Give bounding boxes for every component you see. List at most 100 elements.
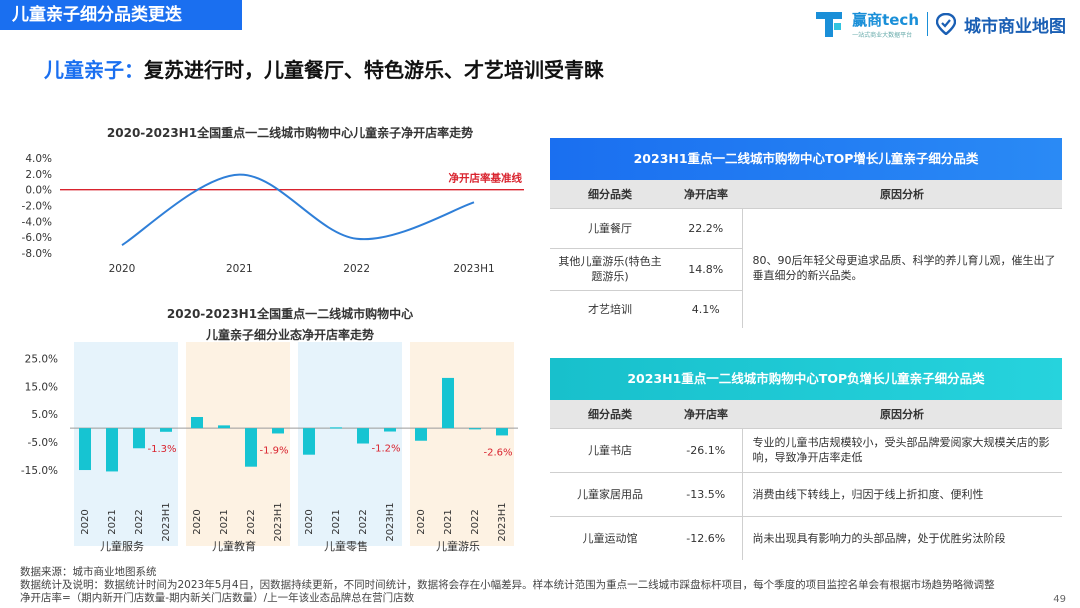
bar xyxy=(79,428,91,471)
growth-table-grid: 细分品类 净开店率 原因分析 儿童餐厅 22.2% 80、90后年轻父母更追求品… xyxy=(550,180,1062,328)
x-tick-label: 2023H1 xyxy=(453,263,494,275)
x-tick-label: 2021 xyxy=(331,509,342,534)
x-tick-label: 2020 xyxy=(80,509,91,534)
reason-cell: 尚未出现具有影响力的头部品牌，处于优胜劣汰阶段 xyxy=(741,515,1062,560)
x-tick-label: 2021 xyxy=(443,509,454,534)
table-row: 才艺培训 4.1% xyxy=(550,289,1062,328)
x-tick-label: 2020 xyxy=(109,263,136,275)
y-tick-label: 4.0% xyxy=(25,153,52,165)
x-tick-label: 2022 xyxy=(470,509,481,534)
x-tick-label: 2023H1 xyxy=(273,502,284,541)
page-number: 49 xyxy=(1053,594,1066,605)
series-line xyxy=(121,173,475,246)
col-header-reason: 原因分析 xyxy=(742,180,1062,208)
rate-cell: 4.1% xyxy=(670,289,742,328)
x-tick-label: 2020 xyxy=(192,509,203,534)
group-band xyxy=(410,342,514,546)
data-label: -2.6% xyxy=(483,447,512,458)
bar xyxy=(245,428,257,467)
category-cell: 儿童运动馆 xyxy=(550,515,670,560)
x-tick-label: 2022 xyxy=(246,509,257,534)
bar xyxy=(191,417,203,429)
reason-cell: 专业的儿童书店规模较小，受头部品牌爱阅家大规模关店的影响，导致净开店率走低 xyxy=(741,427,1062,472)
group-band xyxy=(74,342,178,546)
logo-tech-sub: 一站式商业大数据平台 xyxy=(852,32,913,39)
headline-key: 儿童亲子： xyxy=(44,58,144,82)
y-tick-label: 5.0% xyxy=(31,409,58,421)
x-tick-label: 2022 xyxy=(358,509,369,534)
table-row: 其他儿童游乐(特色主题游乐) 14.8% xyxy=(550,247,1062,290)
group-band xyxy=(186,342,290,546)
footer-notes: 数据来源：城市商业地图系统 数据统计及说明：数据统计时间为2023年5月4日，因… xyxy=(20,566,995,605)
rate-cell: -12.6% xyxy=(670,515,742,560)
tech-logo-icon xyxy=(816,12,843,37)
x-tick-label: 2022 xyxy=(134,509,145,534)
col-header-rate: 净开店率 xyxy=(670,180,742,208)
category-cell: 儿童餐厅 xyxy=(550,207,670,248)
line-chart-title: 2020-2023H1全国重点一二线城市购物中心儿童亲子净开店率走势 xyxy=(106,126,474,140)
rate-cell: -26.1% xyxy=(670,427,742,472)
y-tick-label: 2.0% xyxy=(25,169,52,181)
reason-cell: 80、90后年轻父母更追求品质、科学的养儿育儿观，催生出了垂直细分的新兴品类。 xyxy=(741,207,1062,328)
growth-table: 2023H1重点一二线城市购物中心TOP增长儿童亲子细分品类 细分品类 净开店率… xyxy=(550,138,1062,328)
x-tick-label: 2023H1 xyxy=(497,502,508,541)
col-header-rate: 净开店率 xyxy=(670,400,742,428)
bar xyxy=(160,428,172,432)
x-tick-label: 2023H1 xyxy=(385,502,396,541)
table-row: 儿童家居用品 -13.5% 消费由线下转线上，归因于线上折扣度、便利性 xyxy=(550,471,1062,516)
rate-cell: 14.8% xyxy=(670,247,742,290)
y-tick-label: -6.0% xyxy=(22,232,52,244)
bar xyxy=(218,425,230,429)
x-tick-label: 2021 xyxy=(107,509,118,534)
footer-formula: 净开店率=（期内新开门店数量-期内新关门店数量）/上一年该业态品牌总在营门店数 xyxy=(20,592,415,604)
table-row: 儿童书店 -26.1% 专业的儿童书店规模较小，受头部品牌爱阅家大规模关店的影响… xyxy=(550,427,1062,472)
logo-separator xyxy=(927,12,928,36)
y-tick-label: -5.0% xyxy=(28,437,58,449)
bar xyxy=(357,428,369,444)
col-header-category: 细分品类 xyxy=(550,400,670,428)
group-band xyxy=(298,342,402,546)
col-header-reason: 原因分析 xyxy=(742,400,1062,428)
y-tick-label: 15.0% xyxy=(25,381,58,393)
category-cell: 儿童书店 xyxy=(550,427,670,472)
reason-cell: 消费由线下转线上，归因于线上折扣度、便利性 xyxy=(741,471,1062,516)
y-tick-label: 25.0% xyxy=(25,353,58,365)
growth-table-title: 2023H1重点一二线城市购物中心TOP增长儿童亲子细分品类 xyxy=(550,138,1062,180)
x-tick-label: 2022 xyxy=(343,263,370,275)
footer-source: 数据来源：城市商业地图系统 xyxy=(20,566,157,578)
table-row: 儿童餐厅 22.2% 80、90后年轻父母更追求品质、科学的养儿育儿观，催生出了… xyxy=(550,207,1062,328)
x-tick-label: 2020 xyxy=(416,509,427,534)
page-headline: 儿童亲子：复苏进行时，儿童餐厅、特色游乐、才艺培训受青睐 xyxy=(44,54,604,83)
headline-rest: 复苏进行时，儿童餐厅、特色游乐、才艺培训受青睐 xyxy=(144,58,604,82)
group-label: 儿童零售 xyxy=(324,539,368,553)
decline-table-title: 2023H1重点一二线城市购物中心TOP负增长儿童亲子细分品类 xyxy=(550,358,1062,400)
section-tag: 儿童亲子细分品类更迭 xyxy=(0,0,242,30)
x-tick-label: 2021 xyxy=(226,263,253,275)
bar xyxy=(469,428,481,430)
rate-cell: 22.2% xyxy=(670,207,742,248)
data-label: -1.3% xyxy=(147,444,176,455)
y-tick-label: -4.0% xyxy=(22,216,52,228)
bar xyxy=(133,428,145,449)
x-tick-label: 2020 xyxy=(304,509,315,534)
table-row: 儿童运动馆 -12.6% 尚未出现具有影响力的头部品牌，处于优胜劣汰阶段 xyxy=(550,515,1062,560)
bar-chart-title: 2020-2023H1全国重点一二线城市购物中心 儿童亲子细分业态净开店率走势 xyxy=(60,304,520,346)
logo-tech-text: 赢商tech 一站式商业大数据平台 xyxy=(852,9,919,39)
y-tick-label: -2.0% xyxy=(22,201,52,213)
bar xyxy=(330,427,342,429)
bar-chart: 25.0% 15.0% 5.0% -5.0% -15.0% 2020 2021 2022 202… xyxy=(21,342,518,553)
y-tick-label: -8.0% xyxy=(22,248,52,260)
x-tick-label: 2023H1 xyxy=(161,502,172,541)
bar xyxy=(415,428,427,441)
bar xyxy=(272,428,284,434)
group-label: 儿童教育 xyxy=(212,539,256,553)
bar xyxy=(303,428,315,455)
y-tick-label: 0.0% xyxy=(25,185,52,197)
y-tick-label: -15.0% xyxy=(21,465,58,477)
bar xyxy=(496,428,508,436)
logo-tech-name: 赢商tech xyxy=(852,11,919,29)
decline-table: 2023H1重点一二线城市购物中心TOP负增长儿童亲子细分品类 细分品类 净开店… xyxy=(550,358,1062,560)
logo-map-name: 城市商业地图 xyxy=(964,16,1066,37)
group-label: 儿童游乐 xyxy=(436,539,480,553)
bar xyxy=(384,428,396,432)
